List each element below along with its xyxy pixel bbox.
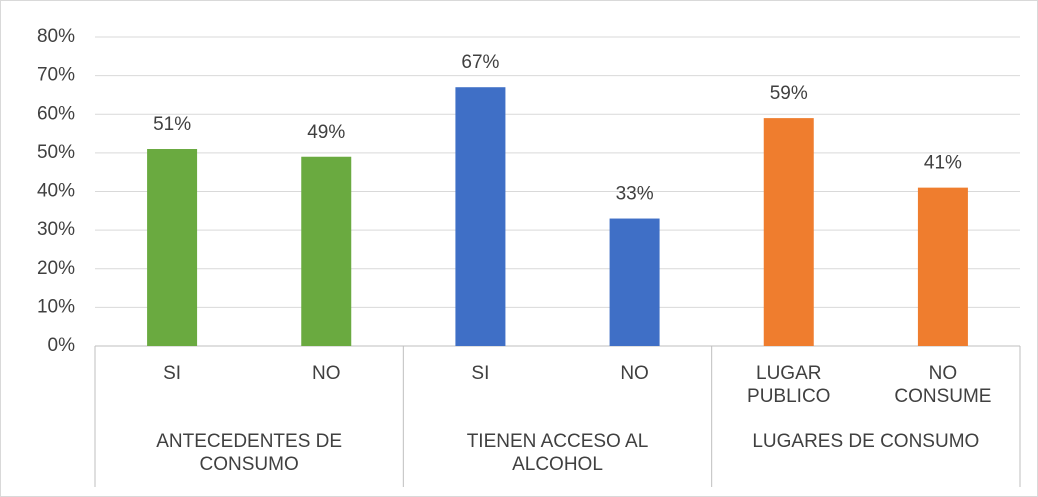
bar (455, 87, 506, 347)
value-label: 49% (307, 122, 345, 143)
x-tick-label: SI (471, 363, 490, 384)
y-tick-label: 50% (37, 142, 75, 163)
x-tick-label: SI (163, 363, 182, 384)
y-tick-label: 60% (37, 103, 75, 124)
group-label: TIENEN ACCESO AL ALCOHOL (466, 431, 649, 475)
x-tick-label: NO (620, 363, 649, 384)
bar (609, 218, 660, 346)
y-tick-label: 30% (37, 219, 75, 240)
group-label: LUGARES DE CONSUMO (752, 431, 980, 452)
value-label: 67% (461, 52, 499, 73)
value-label: 59% (770, 83, 808, 104)
value-label: 33% (616, 184, 654, 205)
x-tick-label: LUGAR PUBLICO (747, 363, 831, 407)
x-tick-label: NO CONSUME (894, 363, 992, 407)
y-tick-label: 40% (37, 181, 75, 202)
y-tick-label: 10% (37, 296, 75, 317)
value-label: 51% (153, 114, 191, 135)
bar (301, 156, 352, 346)
value-label: 41% (924, 153, 962, 174)
x-tick-label: NO (312, 363, 341, 384)
group-label: ANTECEDENTES DE CONSUMO (156, 431, 343, 475)
y-tick-label: 0% (48, 335, 76, 356)
bar (763, 118, 814, 346)
y-tick-label: 80% (37, 26, 75, 47)
y-tick-label: 20% (37, 258, 75, 279)
y-tick-label: 70% (37, 65, 75, 86)
bar (147, 149, 198, 346)
bar (917, 187, 968, 346)
